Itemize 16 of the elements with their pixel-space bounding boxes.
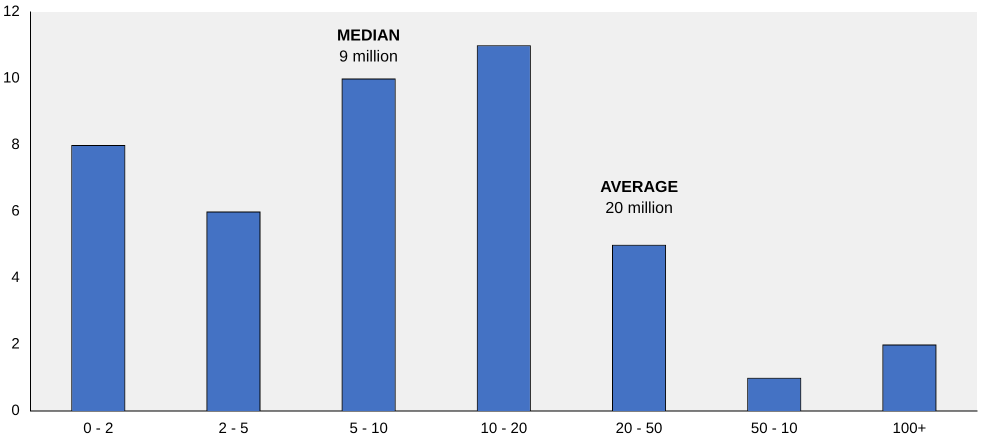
x-tick-label: 20 - 50 xyxy=(616,420,662,438)
x-tick-label: 2 - 5 xyxy=(218,420,248,438)
x-tick-label: 5 - 10 xyxy=(349,420,388,438)
x-tick-label: 0 - 2 xyxy=(83,420,114,438)
annotation: MEDIAN 9 million xyxy=(336,27,400,66)
y-tick-label: 2 xyxy=(11,336,20,353)
y-tick-label: 4 xyxy=(11,269,20,286)
annotation: AVERAGE 20 million xyxy=(600,178,678,217)
y-tick-label: 12 xyxy=(2,3,20,20)
x-tick-label: 100+ xyxy=(892,420,927,438)
x-tick-label: 10 - 20 xyxy=(480,420,528,438)
y-tick-label: 6 xyxy=(11,202,20,220)
y-tick-label: 10 xyxy=(2,70,20,87)
y-tick-label: 8 xyxy=(11,136,20,154)
x-tick-label: 50 - 10 xyxy=(750,420,798,438)
y-tick-label: 0 xyxy=(11,402,20,420)
